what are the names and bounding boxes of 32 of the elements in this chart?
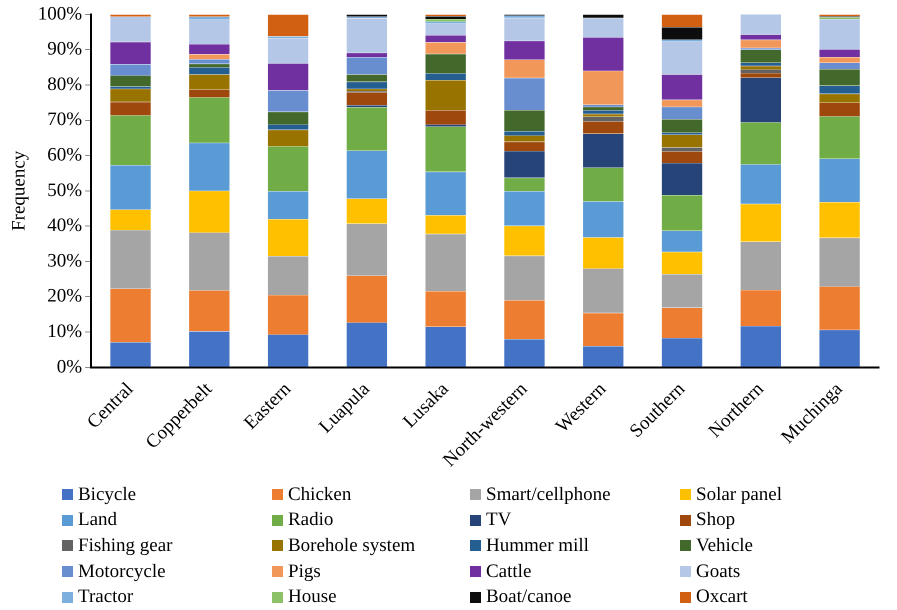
legend-label: Radio	[288, 509, 334, 532]
legend-label: Goats	[696, 560, 740, 583]
legend-label: Chicken	[288, 484, 352, 506]
legend-label: Hummer mill	[486, 534, 589, 557]
legend-label: House	[288, 586, 337, 608]
y-tick-label: 80%	[47, 74, 82, 95]
legend-label: Pigs	[288, 560, 321, 583]
legend-label: Bicycle	[78, 484, 136, 506]
legend-label: Tractor	[78, 586, 134, 608]
legend-label: Vehicle	[696, 534, 753, 557]
legend-label: Solar panel	[696, 484, 782, 506]
y-tick-label: 30%	[47, 250, 82, 272]
y-tick-label: 60%	[47, 144, 82, 166]
y-tick-label: 50%	[47, 180, 82, 201]
y-tick-label: 100%	[38, 3, 82, 24]
legend-label: Oxcart	[696, 586, 748, 608]
legend-label: Motorcycle	[78, 560, 166, 583]
y-tick-label: 70%	[47, 109, 82, 130]
legend-label: Borehole system	[288, 534, 416, 557]
legend-label: Smart/cellphone	[486, 484, 611, 506]
legend-label: Shop	[696, 509, 736, 532]
legend-label: TV	[486, 509, 512, 532]
legend-label: Cattle	[486, 560, 532, 583]
legend-label: Fishing gear	[78, 534, 172, 557]
y-tick-label: 90%	[47, 38, 82, 60]
y-tick-label: 40%	[47, 215, 82, 236]
y-tick-label: 10%	[47, 320, 82, 342]
legend-label: Boat/canoe	[486, 586, 572, 608]
y-tick-label: 0%	[56, 356, 82, 378]
y-axis-title: Frequency	[8, 150, 30, 231]
legend-label: Land	[78, 509, 118, 532]
y-tick-label: 20%	[47, 286, 82, 307]
